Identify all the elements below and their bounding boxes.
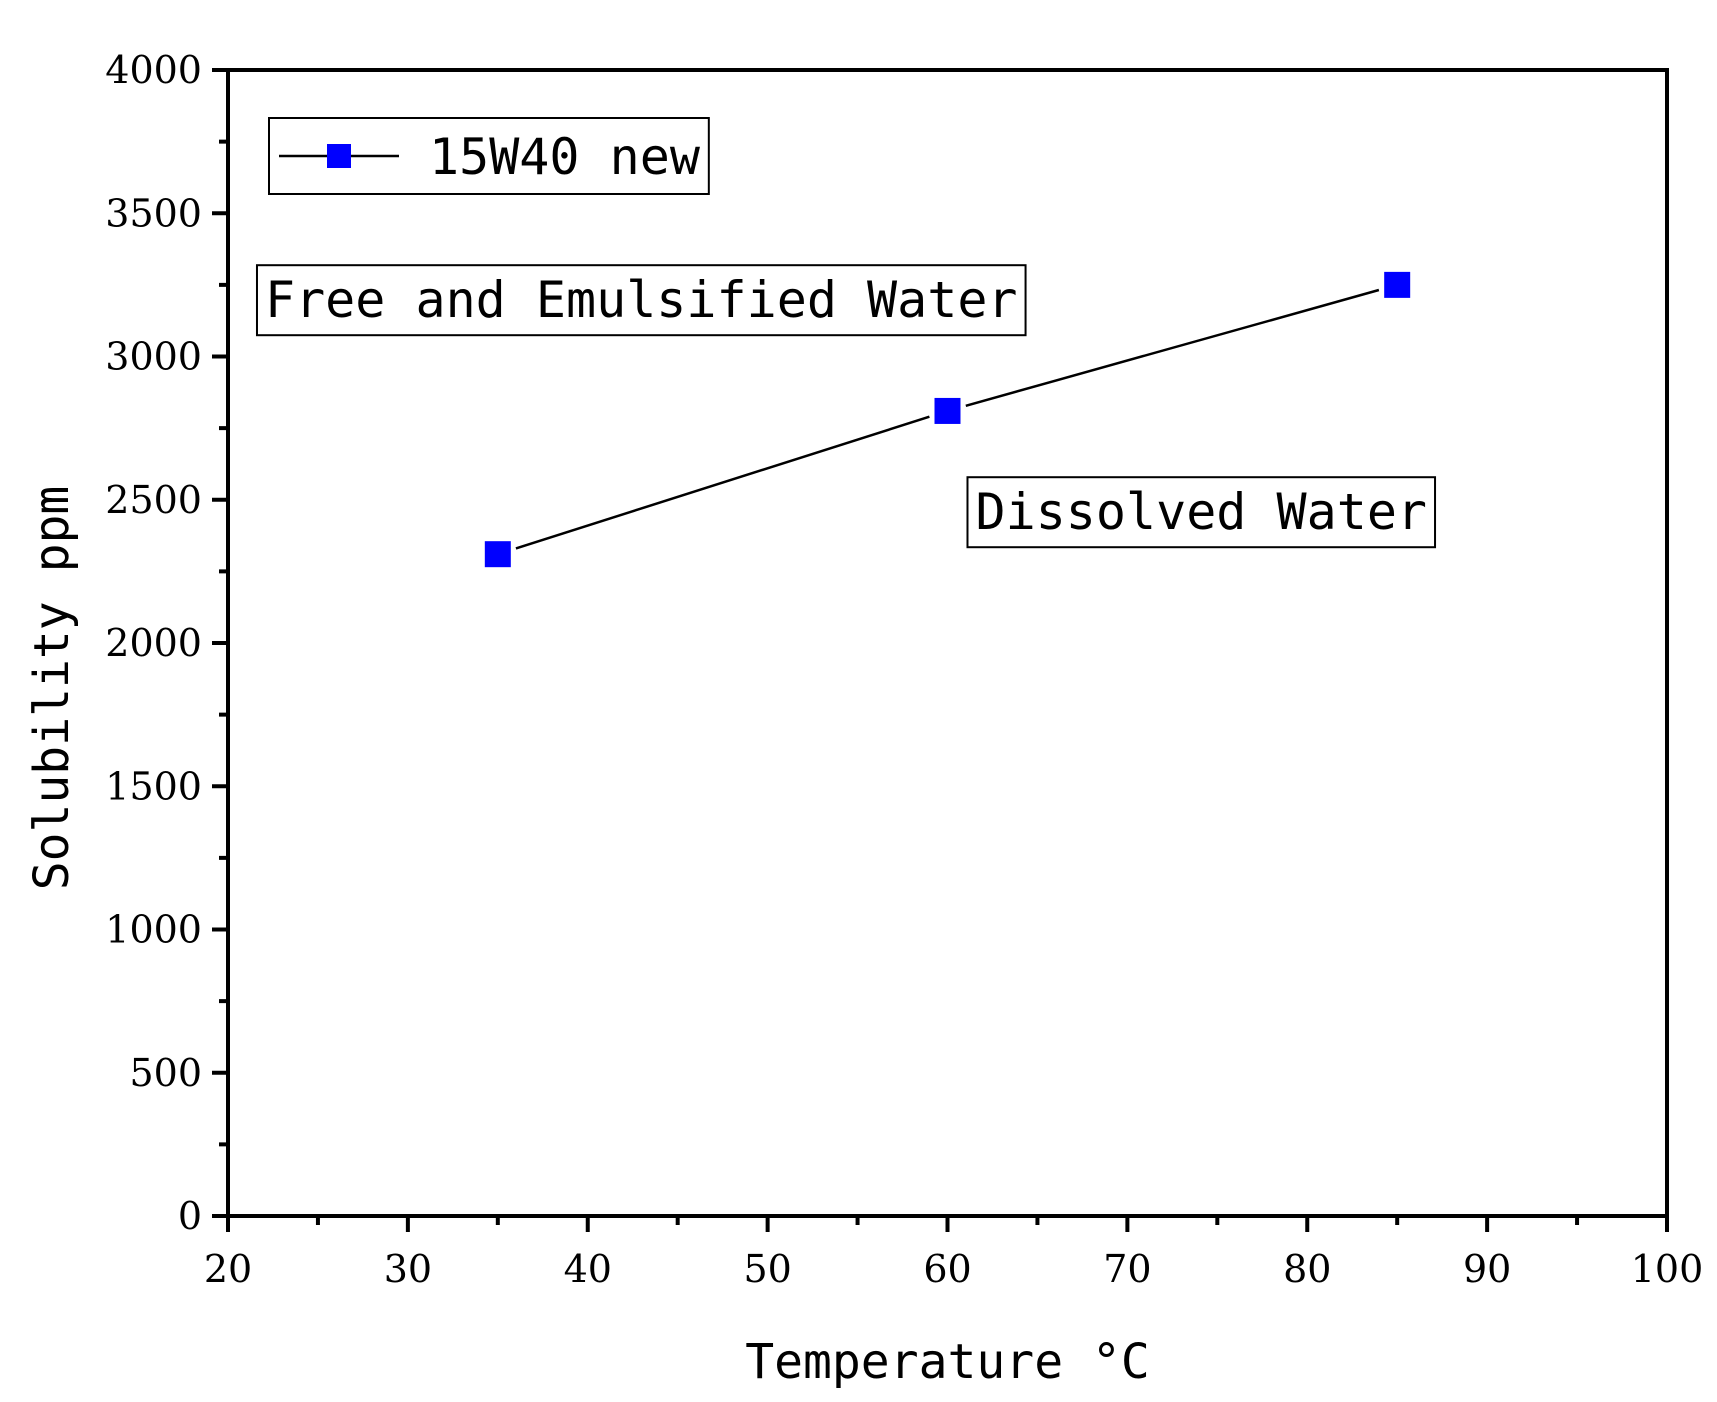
y-tick-label: 500 — [129, 1051, 202, 1095]
legend-frame — [268, 117, 710, 195]
annotation-frame — [255, 264, 1027, 337]
y-tick-label: 3500 — [105, 191, 202, 235]
x-axis-title: Temperature °C — [745, 1334, 1150, 1390]
series-line-segment — [515, 415, 930, 550]
annotation-box: Dissolved Water — [966, 476, 1437, 549]
annotation-text: Dissolved Water — [975, 483, 1427, 541]
x-axis-ticks: 20 30 40 50 60 70 80 90 100 — [204, 1216, 1703, 1291]
series-line-segment — [965, 288, 1380, 408]
x-tick-label: 60 — [923, 1247, 971, 1291]
series-layer — [484, 271, 1411, 568]
y-tick-label: 0 — [178, 1194, 202, 1238]
x-tick-label: 70 — [1103, 1247, 1151, 1291]
data-point — [1384, 271, 1411, 298]
annotation-frame — [966, 476, 1437, 549]
x-tick-label: 100 — [1631, 1247, 1704, 1291]
legend-entry: 15W40 new — [279, 128, 701, 186]
y-tick-label: 4000 — [105, 48, 202, 92]
x-tick-label: 40 — [564, 1247, 612, 1291]
annotation-box: Free and Emulsified Water — [255, 264, 1027, 337]
x-tick-label: 90 — [1463, 1247, 1511, 1291]
y-tick-label: 2000 — [105, 621, 202, 665]
y-tick-label: 3000 — [105, 335, 202, 379]
x-tick-label: 50 — [743, 1247, 791, 1291]
y-axis-ticks: 0 500 1000 1500 2000 2500 3000 3500 4000 — [105, 48, 228, 1238]
data-point — [484, 541, 511, 568]
x-tick-label: 30 — [384, 1247, 432, 1291]
annotations: Free and Emulsified Water Dissolved Water — [255, 264, 1437, 549]
data-point — [934, 397, 961, 424]
y-axis-title: Solubility ppm — [24, 486, 80, 891]
legend: 15W40 new — [268, 117, 710, 195]
legend-marker — [327, 144, 351, 168]
x-tick-label: 80 — [1283, 1247, 1331, 1291]
legend-label: 15W40 new — [429, 128, 701, 186]
x-tick-label: 20 — [204, 1247, 252, 1291]
y-tick-label: 1000 — [105, 908, 202, 952]
annotation-text: Free and Emulsified Water — [265, 271, 1018, 329]
y-tick-label: 2500 — [105, 478, 202, 522]
y-tick-label: 1500 — [105, 764, 202, 808]
